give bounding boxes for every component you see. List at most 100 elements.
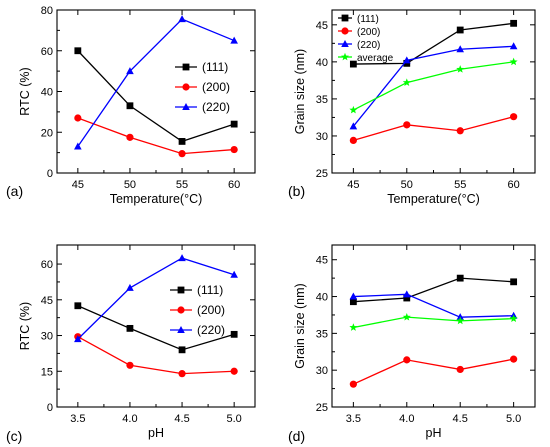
x-tick-label: 3.5 — [346, 413, 361, 425]
x-axis-label: Temperature(°C) — [387, 192, 480, 206]
data-point — [509, 314, 518, 323]
data-point — [349, 122, 358, 130]
x-tick-label: 50 — [124, 179, 136, 191]
panel-label: (b) — [288, 183, 305, 199]
legend-label: (111) — [197, 283, 223, 297]
x-tick-label: 4.5 — [453, 413, 468, 425]
data-point — [402, 290, 411, 298]
data-point — [403, 294, 411, 302]
x-tick-label: 45 — [347, 179, 359, 191]
data-point — [349, 136, 357, 144]
y-tick-label: 15 — [41, 366, 53, 378]
y-tick-label: 45 — [316, 20, 328, 32]
chart-panel-3: 3.5 4.0 4.5 5.0 0 15 30 45 60 pH RTC (%) (c) (111) (2… — [6, 244, 256, 444]
data-point — [74, 114, 82, 122]
y-tick-label: 30 — [41, 331, 53, 343]
y-tick-label: 45 — [316, 255, 328, 267]
data-point — [74, 335, 82, 343]
y-tick-label: 30 — [316, 131, 328, 143]
data-point — [456, 65, 465, 73]
data-point — [456, 26, 464, 34]
data-point — [178, 150, 186, 158]
data-point — [349, 292, 358, 300]
data-point — [456, 316, 465, 325]
data-point — [230, 36, 238, 44]
data-point — [402, 56, 411, 64]
data-point — [349, 323, 358, 331]
x-tick-label: 55 — [176, 179, 188, 191]
y-tick-label: 80 — [41, 5, 53, 17]
y-tick-label: 40 — [316, 57, 328, 69]
series-line-1 — [77, 50, 235, 143]
y-tick-label: 60 — [41, 259, 53, 271]
data-point — [74, 47, 82, 55]
y-tick-label: 40 — [41, 87, 53, 99]
series-line-4 — [353, 61, 514, 111]
y-tick-label: 35 — [316, 328, 328, 340]
y-axis-label: RTC (%) — [18, 67, 32, 115]
legend: (111) (200) (220) — [175, 60, 230, 114]
data-point — [456, 45, 465, 53]
legend-marker — [182, 103, 190, 110]
chart-panel-1: 45 50 55 60 0 20 40 60 80 Temperature(°C) RTC (%) (… — [6, 5, 256, 206]
legend-marker — [341, 27, 349, 35]
plot-frame — [56, 244, 256, 408]
legend-marker — [182, 83, 190, 91]
data-point — [402, 78, 411, 87]
legend-label: (111) — [202, 60, 228, 74]
x-axis-label: pH — [148, 426, 164, 440]
legend-label: (111) — [357, 14, 379, 25]
data-point — [510, 19, 518, 27]
data-point — [403, 121, 411, 129]
x-tick-label: 50 — [401, 179, 413, 191]
data-point — [178, 254, 186, 262]
x-tick-label: 4.0 — [399, 413, 414, 425]
y-axis-label: Grain size (nm) — [293, 283, 307, 368]
x-axis-label: Temperature(°C) — [110, 192, 203, 206]
data-point — [509, 42, 518, 50]
series-line-1 — [77, 305, 235, 351]
legend-marker — [177, 306, 185, 314]
y-tick-label: 20 — [41, 127, 53, 139]
series-line-1 — [353, 277, 514, 303]
data-point — [230, 120, 238, 128]
data-point — [178, 346, 186, 354]
data-point — [126, 361, 134, 369]
data-point — [349, 380, 357, 388]
x-tick-label: 3.5 — [70, 413, 85, 425]
legend-label: (200) — [357, 27, 380, 38]
y-tick-label: 25 — [316, 402, 328, 414]
y-tick-label: 45 — [41, 295, 53, 307]
y-axis-label: Grain size (nm) — [293, 49, 307, 134]
series-line-3 — [353, 293, 514, 318]
series-line-2 — [353, 116, 514, 142]
data-point — [510, 355, 518, 363]
data-point — [509, 57, 518, 66]
legend-label: (200) — [197, 303, 225, 317]
series-line-3 — [352, 45, 514, 127]
legend-label: (220) — [202, 100, 230, 114]
legend: (111) (200) (220) — [170, 283, 225, 337]
series-line-3 — [77, 257, 235, 340]
series-line-3 — [77, 18, 235, 147]
chart-panel-4: 3.5 4.0 4.5 5.0 25 30 35 40 45 pH Grain size (nm) (… — [288, 244, 536, 444]
legend-marker — [177, 326, 185, 333]
legend-marker — [341, 14, 349, 22]
series-line-1 — [353, 22, 514, 65]
chart-panel-2: 45 50 55 60 25 30 35 40 45 Temperature(°C) Grain s… — [288, 9, 536, 206]
data-point — [510, 278, 518, 286]
data-point — [349, 105, 358, 114]
x-tick-label: 60 — [508, 179, 520, 191]
data-point — [126, 283, 134, 291]
panel-label: (a) — [6, 183, 23, 199]
data-point — [230, 145, 238, 154]
x-tick-label: 60 — [228, 179, 240, 191]
panel-label: (d) — [288, 428, 305, 444]
series-line-2 — [77, 336, 235, 375]
data-point — [178, 370, 186, 378]
legend-marker — [341, 40, 349, 47]
data-point — [74, 302, 82, 310]
y-tick-label: 25 — [316, 168, 328, 180]
legend-label: (200) — [202, 80, 230, 94]
